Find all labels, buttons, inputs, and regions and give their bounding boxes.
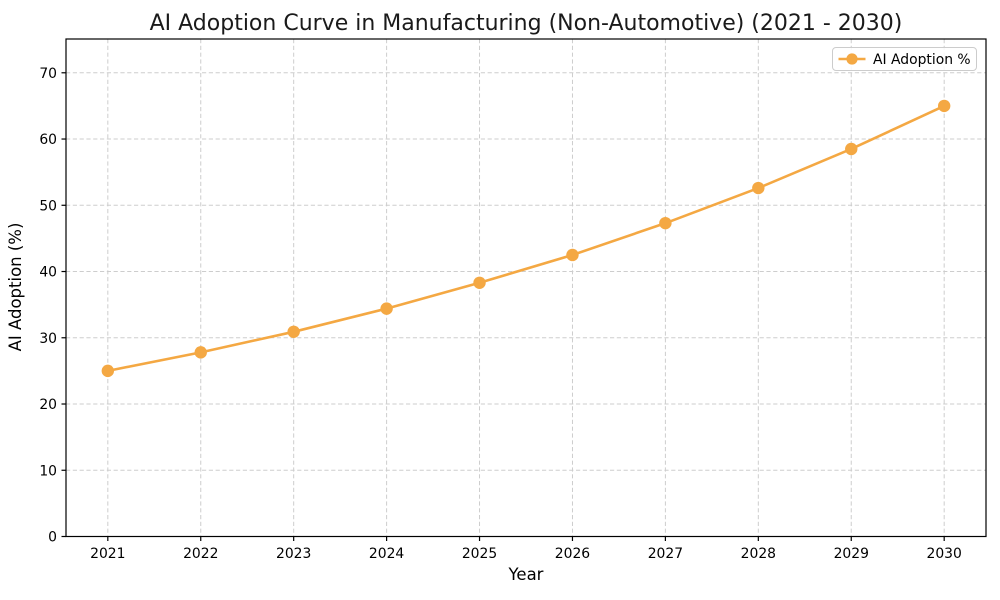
legend-box <box>832 47 977 71</box>
data-point <box>845 142 858 156</box>
series-layer <box>101 99 951 378</box>
x-tick-label: 2025 <box>462 546 497 562</box>
legend-series-marker-icon <box>838 53 866 65</box>
y-tick-label: 10 <box>39 463 57 479</box>
data-point <box>473 276 486 289</box>
data-point <box>101 364 115 378</box>
x-tick-label: 2027 <box>648 546 683 562</box>
y-axis-label: AI Adoption (%) <box>6 223 25 352</box>
y-tick-label: 40 <box>39 265 57 281</box>
legend-label: AI Adoption % <box>873 52 971 68</box>
data-point <box>566 248 579 262</box>
data-point <box>752 181 765 195</box>
grid-layer <box>66 39 986 537</box>
plot-border <box>65 38 987 538</box>
x-axis-label: Year <box>508 565 544 584</box>
x-tick-label: 2024 <box>369 546 405 562</box>
y-tick-label: 50 <box>39 198 57 214</box>
x-tick-label: 2029 <box>834 546 869 562</box>
data-point <box>287 325 300 339</box>
y-tick-label: 70 <box>39 66 57 82</box>
y-tick-label: 30 <box>39 331 57 347</box>
y-tick-label: 20 <box>39 397 57 413</box>
x-tick-label: 2030 <box>927 546 962 562</box>
series-line <box>106 104 946 373</box>
axes-layer: 2021 2022 2023 2024 2025 2026 2027 2028 2029 2030… <box>39 66 962 562</box>
data-point <box>194 346 207 359</box>
x-tick-label: 2021 <box>90 546 125 562</box>
y-tick-label: 0 <box>48 530 57 546</box>
data-point <box>937 99 951 113</box>
x-tick-label: 2023 <box>276 546 311 562</box>
y-tick-label: 60 <box>39 132 57 148</box>
x-tick-label: 2028 <box>741 546 776 562</box>
chart-title: AI Adoption Curve in Manufacturing (Non-… <box>150 11 903 36</box>
x-tick-label: 2022 <box>183 546 218 562</box>
data-point <box>380 302 393 315</box>
data-point <box>659 216 672 230</box>
x-tick-label: 2026 <box>555 546 590 562</box>
legend: AI Adoption % <box>832 47 977 71</box>
